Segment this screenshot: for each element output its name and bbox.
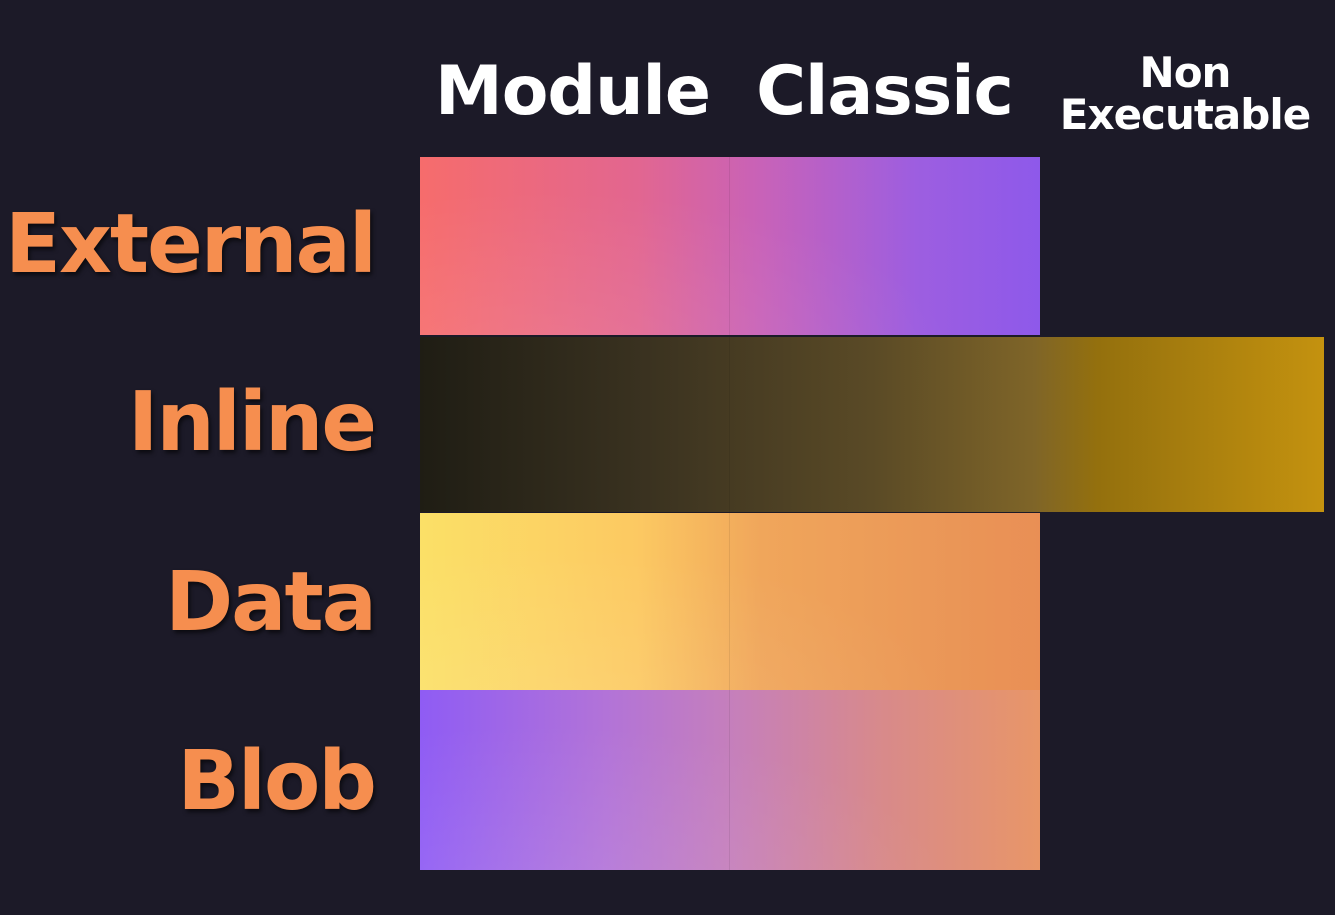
band-sheen	[420, 157, 1040, 335]
row-label-external: External	[5, 197, 377, 292]
column-header-non-executable-line1: Non	[1139, 48, 1232, 97]
band-blob	[420, 690, 1040, 870]
band-divider	[729, 690, 730, 870]
column-header-non-executable: Non Executable	[1055, 52, 1315, 136]
band-sheen	[420, 690, 1040, 870]
band-data	[420, 513, 1040, 690]
band-divider	[729, 337, 730, 512]
band-divider	[729, 513, 730, 690]
band-sheen	[420, 513, 1040, 690]
column-header-non-executable-line2: Executable	[1059, 90, 1311, 139]
row-label-blob: Blob	[177, 734, 377, 829]
row-label-inline: Inline	[127, 375, 377, 470]
column-header-classic: Classic	[756, 52, 1014, 131]
band-external	[420, 157, 1040, 335]
band-inline	[420, 337, 1324, 512]
band-divider	[729, 157, 730, 335]
column-header-module: Module	[435, 52, 711, 131]
row-label-data: Data	[165, 555, 377, 650]
